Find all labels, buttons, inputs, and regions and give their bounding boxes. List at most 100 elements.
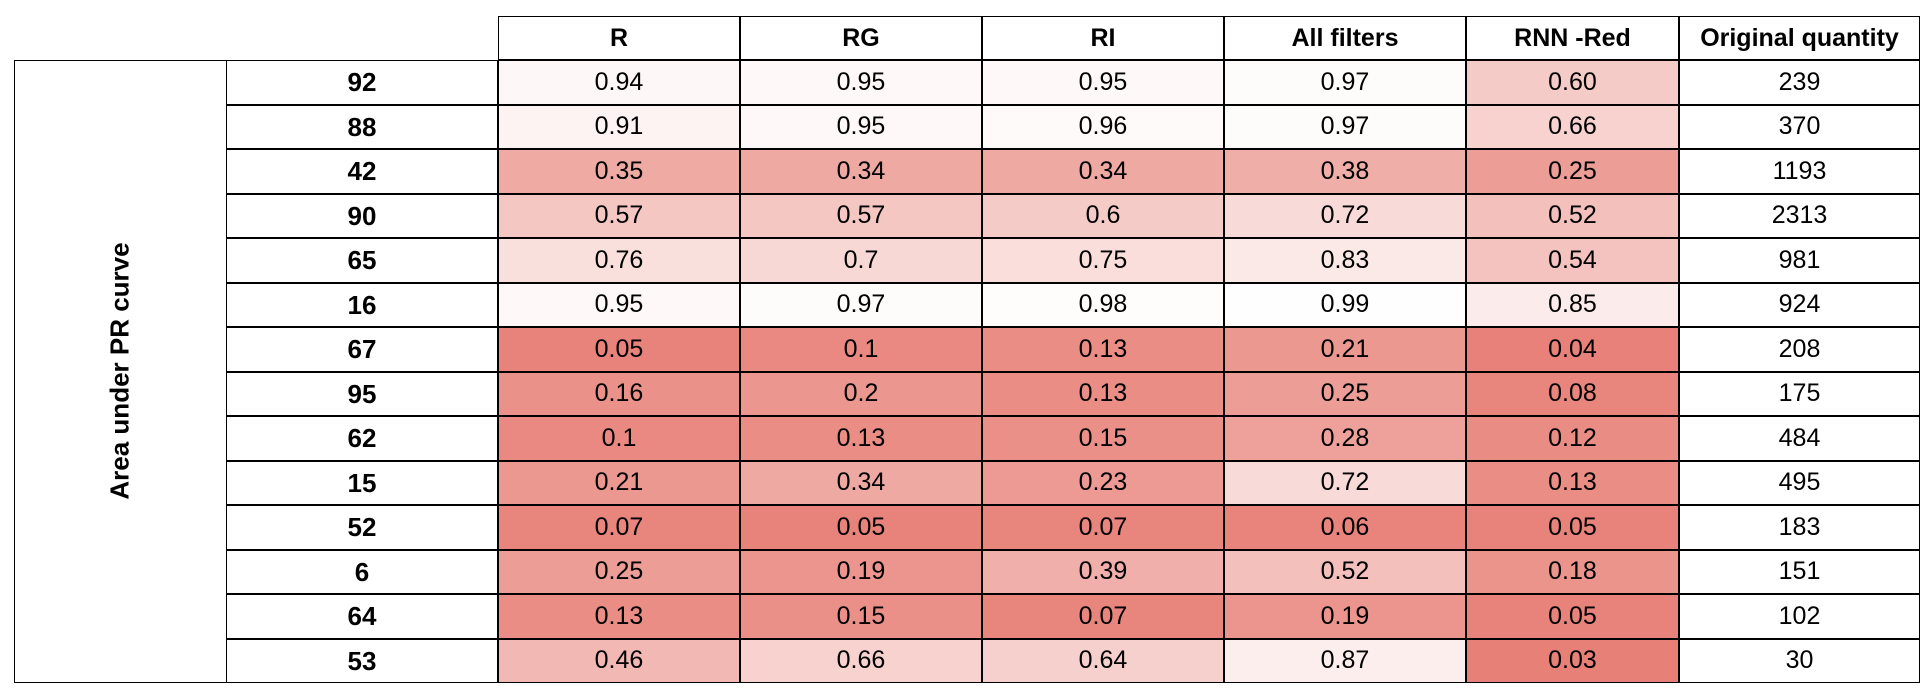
heatmap-cell: 0.15 [740,594,982,639]
quantity-cell: 1193 [1679,149,1920,194]
row-label: 64 [226,594,498,639]
heatmap-cell: 0.64 [982,638,1224,683]
column-header-quantity: Original quantity [1679,16,1920,60]
heatmap-cell: 0.25 [1224,371,1466,416]
heatmap-cell: 0.08 [1466,371,1679,416]
heatmap-cell: 0.60 [1466,60,1679,105]
heatmap-cell: 0.97 [740,282,982,327]
heatmap-cell: 0.91 [498,104,740,149]
heatmap-cell: 0.15 [982,416,1224,461]
heatmap-cell: 0.1 [498,416,740,461]
quantity-cell: 2313 [1679,193,1920,238]
heatmap-cell: 0.6 [982,193,1224,238]
heatmap-cell: 0.95 [740,60,982,105]
heatmap-cell: 0.04 [1466,327,1679,372]
quantity-cell: 495 [1679,460,1920,505]
heatmap-cell: 0.07 [498,505,740,550]
heatmap-cell: 0.19 [1224,594,1466,639]
quantity-cell: 370 [1679,104,1920,149]
heatmap-cell: 0.72 [1224,460,1466,505]
heatmap-cell: 0.18 [1466,549,1679,594]
heatmap-cell: 0.34 [740,149,982,194]
heatmap-cell: 0.19 [740,549,982,594]
heatmap-cell: 0.03 [1466,638,1679,683]
heatmap-cell: 0.99 [1224,282,1466,327]
heatmap-cell: 0.07 [982,505,1224,550]
column-header: All filters [1224,16,1466,60]
heatmap-cell: 0.38 [1224,149,1466,194]
heatmap-cell: 0.35 [498,149,740,194]
heatmap-cell: 0.7 [740,238,982,283]
row-label: 42 [226,149,498,194]
heatmap-cell: 0.34 [740,460,982,505]
heatmap-cell: 0.05 [498,327,740,372]
heatmap-cell: 0.13 [498,594,740,639]
heatmap-cell: 0.95 [498,282,740,327]
quantity-cell: 484 [1679,416,1920,461]
quantity-cell: 208 [1679,327,1920,372]
heatmap-cell: 0.25 [498,549,740,594]
heatmap-cell: 0.23 [982,460,1224,505]
row-label: 53 [226,638,498,683]
quantity-cell: 175 [1679,371,1920,416]
row-label: 95 [226,371,498,416]
row-label: 88 [226,104,498,149]
heatmap-cell: 0.96 [982,104,1224,149]
row-label: 67 [226,327,498,372]
column-header: RNN -Red [1466,16,1679,60]
heatmap-cell: 0.57 [740,193,982,238]
row-label: 16 [226,282,498,327]
heatmap-cell: 0.46 [498,638,740,683]
row-label: 52 [226,505,498,550]
heatmap-cell: 0.1 [740,327,982,372]
row-label: 15 [226,460,498,505]
quantity-cell: 981 [1679,238,1920,283]
quantity-cell: 102 [1679,594,1920,639]
quantity-cell: 924 [1679,282,1920,327]
heatmap-cell: 0.76 [498,238,740,283]
heatmap-cell: 0.28 [1224,416,1466,461]
row-label: 65 [226,238,498,283]
heatmap-cell: 0.34 [982,149,1224,194]
heatmap-cell: 0.06 [1224,505,1466,550]
heatmap-cell: 0.66 [1466,104,1679,149]
heatmap-cell: 0.87 [1224,638,1466,683]
heatmap-cell: 0.2 [740,371,982,416]
column-header: RG [740,16,982,60]
heatmap-cell: 0.21 [1224,327,1466,372]
heatmap-cell: 0.57 [498,193,740,238]
heatmap-cell: 0.52 [1224,549,1466,594]
row-label: 92 [226,60,498,105]
heatmap-cell: 0.13 [982,371,1224,416]
heatmap-cell: 0.13 [740,416,982,461]
heatmap-cell: 0.66 [740,638,982,683]
column-header: RI [982,16,1224,60]
heatmap-cell: 0.72 [1224,193,1466,238]
row-label: 6 [226,549,498,594]
row-label: 90 [226,193,498,238]
quantity-cell: 151 [1679,549,1920,594]
heatmap-cell: 0.07 [982,594,1224,639]
quantity-cell: 30 [1679,638,1920,683]
column-header: R [498,16,740,60]
heatmap-cell: 0.95 [982,60,1224,105]
heatmap-cell: 0.21 [498,460,740,505]
heatmap-cell: 0.52 [1466,193,1679,238]
heatmap-cell: 0.85 [1466,282,1679,327]
heatmap-cell: 0.25 [1466,149,1679,194]
heatmap-cell: 0.75 [982,238,1224,283]
heatmap-cell: 0.98 [982,282,1224,327]
heatmap-cell: 0.12 [1466,416,1679,461]
heatmap-cell: 0.54 [1466,238,1679,283]
quantity-cell: 239 [1679,60,1920,105]
heatmap-cell: 0.13 [1466,460,1679,505]
heatmap-cell: 0.39 [982,549,1224,594]
heatmap-cell: 0.05 [1466,594,1679,639]
heatmap-cell: 0.13 [982,327,1224,372]
heatmap-cell: 0.94 [498,60,740,105]
heatmap-cell: 0.05 [740,505,982,550]
heatmap-cell: 0.97 [1224,104,1466,149]
quantity-cell: 183 [1679,505,1920,550]
row-label: 62 [226,416,498,461]
